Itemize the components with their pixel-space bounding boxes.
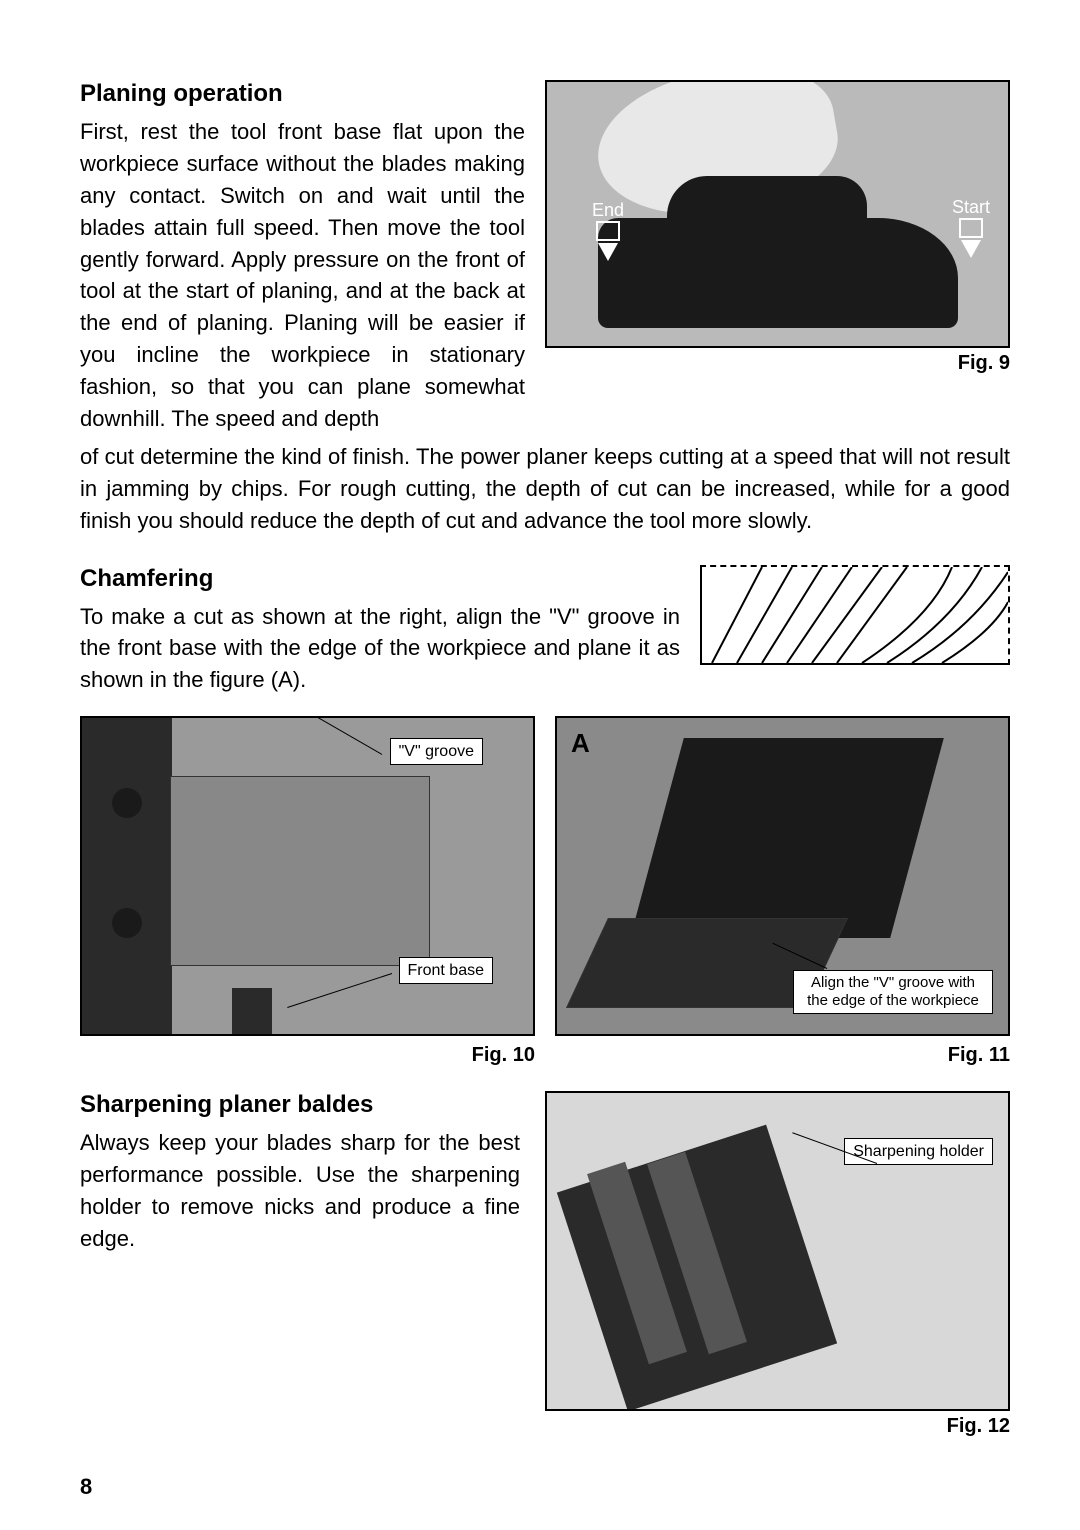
vgroove-callout: "V" groove xyxy=(390,738,483,765)
start-arrow-box xyxy=(959,218,983,238)
fig9-image: End Start xyxy=(545,80,1010,348)
sharp-callout: Sharpening holder xyxy=(844,1138,993,1165)
chamfer-diagram xyxy=(700,565,1010,665)
fig11-planer-shape xyxy=(630,738,944,938)
planing-heading: Planing operation xyxy=(80,80,525,108)
end-arrow-icon xyxy=(598,243,618,261)
align-callout: Align the "V" groove with the edge of th… xyxy=(793,970,993,1014)
fig10-image: "V" groove Front base xyxy=(80,716,535,1036)
fig10-device-shape xyxy=(82,718,172,1036)
sharpening-section: Sharpening planer baldes Always keep you… xyxy=(80,1091,1010,1438)
fig12-container: Sharpening holder Fig. 12 xyxy=(545,1091,1010,1438)
fig11-caption: Fig. 11 xyxy=(555,1044,1010,1067)
frontbase-callout: Front base xyxy=(399,957,493,984)
chamfer-hatch-icon xyxy=(702,567,1008,663)
chamfering-heading: Chamfering xyxy=(80,565,680,593)
frontbase-leader xyxy=(287,973,392,1008)
planing-text-cont: of cut determine the kind of finish. The… xyxy=(80,441,1010,537)
fig9-caption: Fig. 9 xyxy=(545,352,1010,375)
end-label-text: End xyxy=(592,200,624,220)
planing-section: Planing operation First, rest the tool f… xyxy=(80,80,1010,537)
page-number: 8 xyxy=(80,1474,92,1500)
fig12-caption: Fig. 12 xyxy=(545,1415,1010,1438)
planing-text-left: First, rest the tool front base flat upo… xyxy=(80,116,525,435)
fig9-container: End Start Fig. 9 xyxy=(545,80,1010,435)
sharpening-heading: Sharpening planer baldes xyxy=(80,1091,520,1119)
planer-shape xyxy=(598,218,958,328)
fig10-foot xyxy=(232,988,272,1036)
chamfering-text: To make a cut as shown at the right, ali… xyxy=(80,601,680,697)
sharpening-text: Always keep your blades sharp for the be… xyxy=(80,1127,520,1255)
start-label: Start xyxy=(952,197,990,258)
chamfering-section: Chamfering To make a cut as shown at the… xyxy=(80,565,1010,1068)
fig10-caption: Fig. 10 xyxy=(80,1044,535,1067)
end-label: End xyxy=(592,200,624,261)
fig12-image: Sharpening holder xyxy=(545,1091,1010,1411)
start-label-text: Start xyxy=(952,197,990,217)
end-arrow-box xyxy=(596,221,620,241)
vgroove-leader xyxy=(304,716,382,755)
fig11-a-label: A xyxy=(571,728,590,759)
fig11-image: A Align the "V" groove with the edge of … xyxy=(555,716,1010,1036)
start-arrow-icon xyxy=(961,240,981,258)
fig10-wood xyxy=(170,776,430,966)
